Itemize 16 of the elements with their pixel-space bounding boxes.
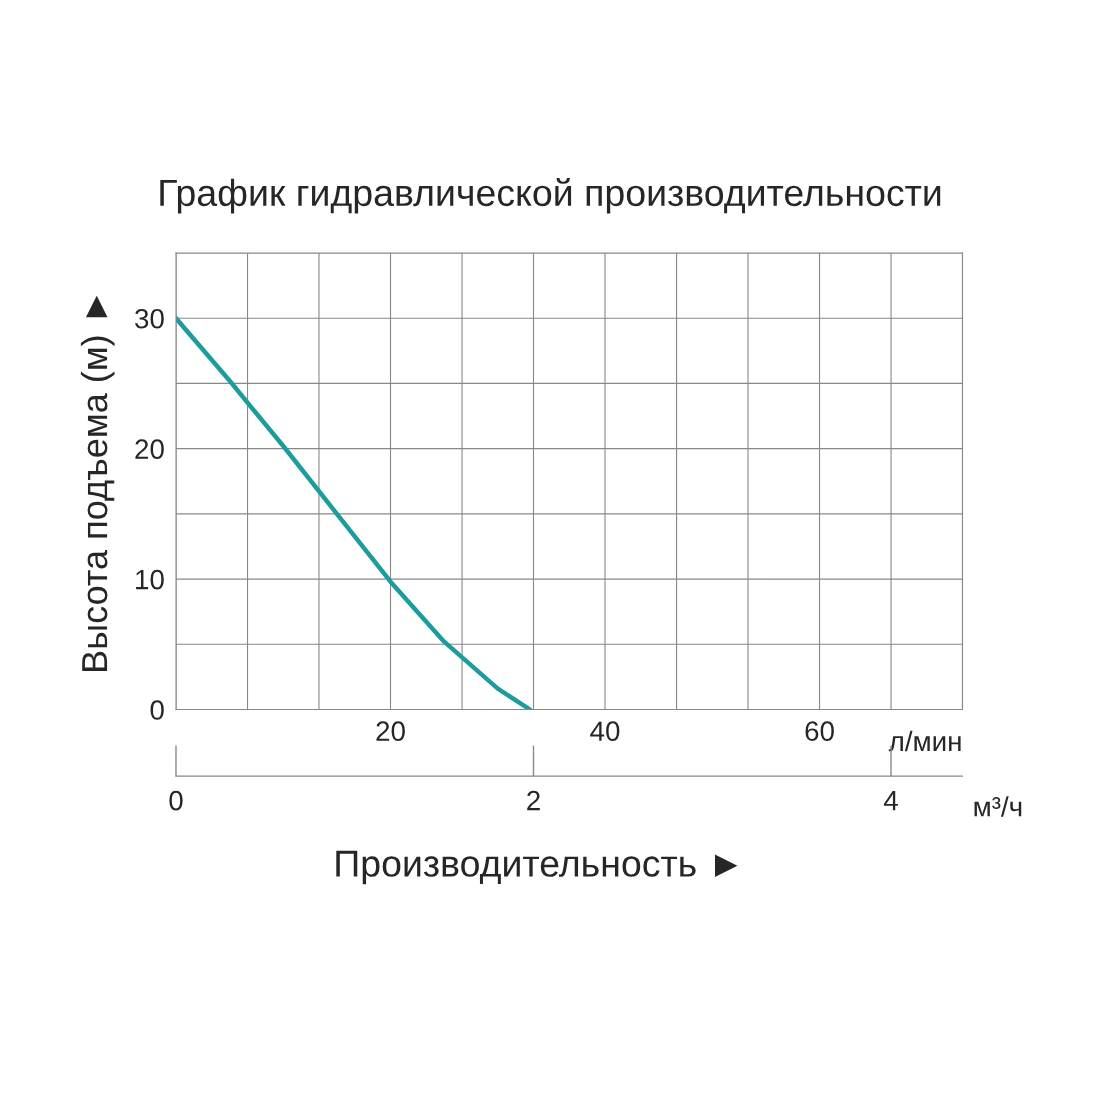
x-tick-label: 60 (805, 721, 834, 742)
x-axis-title: Производительность ► (336, 850, 738, 885)
y-tick-label: 0 (150, 700, 164, 720)
x2-axis-title: м³/ч (974, 796, 1022, 817)
x2-tick-label: 0 (169, 790, 183, 811)
y-axis-title: Высота подъема (м) ► (80, 295, 115, 671)
x2-tick-label: 2 (527, 790, 540, 811)
line-series (176, 315, 533, 710)
chart-title: График гидравлической производительности (160, 177, 941, 214)
y-tick-label: 30 (135, 308, 164, 329)
y-tick-label: 10 (136, 569, 164, 590)
y-tick-label: 20 (135, 439, 164, 459)
x2-tick-label: 4 (883, 791, 898, 811)
x-tick-label: 20 (376, 721, 405, 742)
x-tick-label: 40 (590, 721, 620, 742)
text: л/мин (888, 730, 961, 752)
